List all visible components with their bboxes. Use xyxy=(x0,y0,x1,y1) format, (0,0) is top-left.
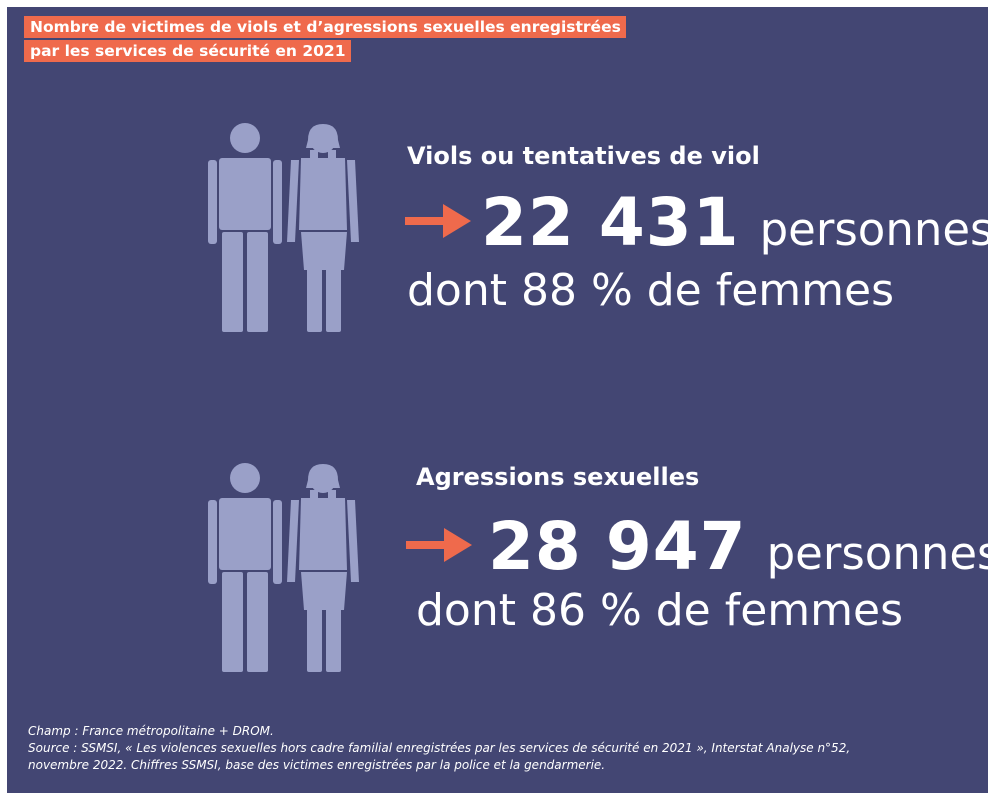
footnote-source-continued: novembre 2022. Chiffres SSMSI, base des … xyxy=(28,758,606,772)
unit-label-agressions: personnes xyxy=(766,527,994,580)
footnote-scope: Champ : France métropolitaine + DROM. xyxy=(28,724,274,738)
women-share-viols: dont 88 % de femmes xyxy=(407,265,895,316)
women-share-agressions: dont 86 % de femmes xyxy=(416,585,904,636)
section-heading-agressions: Agressions sexuelles xyxy=(416,463,700,491)
footnote-source: Source : SSMSI, « Les violences sexuelle… xyxy=(28,741,851,755)
stat-line-agressions: 28 947 personnes xyxy=(406,508,994,585)
infographic-panel xyxy=(7,7,988,793)
title-line-1: Nombre de victimes de viols et d’agressi… xyxy=(24,16,626,38)
woman-figure-icon xyxy=(287,464,359,672)
title-line-2: par les services de sécurité en 2021 xyxy=(24,40,351,62)
stat-line-viols: 22 431 personnes xyxy=(405,184,994,261)
right-arrow-icon xyxy=(406,527,472,566)
right-arrow-icon xyxy=(405,203,471,242)
unit-label-viols: personnes xyxy=(759,203,994,256)
man-figure-icon xyxy=(208,463,282,672)
people-figures-icon xyxy=(205,458,375,678)
section-heading-viols: Viols ou tentatives de viol xyxy=(407,142,760,170)
victim-count-viols: 22 431 xyxy=(481,184,740,261)
man-figure-icon xyxy=(208,123,282,332)
victim-count-agressions: 28 947 xyxy=(488,508,747,585)
woman-figure-icon xyxy=(287,124,359,332)
people-figures-icon xyxy=(205,118,375,338)
